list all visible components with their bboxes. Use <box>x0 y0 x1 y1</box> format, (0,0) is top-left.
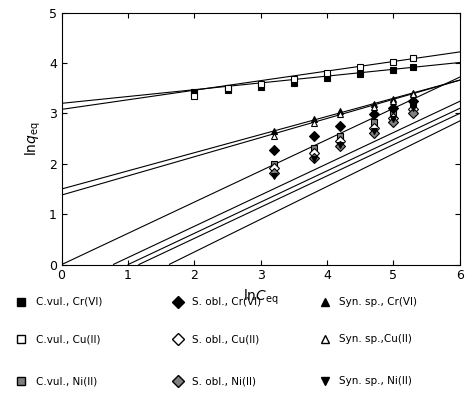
Text: Syn. sp., Cr(VI): Syn. sp., Cr(VI) <box>339 297 417 307</box>
Text: Syn. sp., Ni(II): Syn. sp., Ni(II) <box>339 376 412 386</box>
Text: Syn. sp.,Cu(II): Syn. sp.,Cu(II) <box>339 334 412 344</box>
Text: S. obl., Ni(II): S. obl., Ni(II) <box>192 376 256 386</box>
Y-axis label: $\mathregular{ln}q_{\mathregular{eq}}$: $\mathregular{ln}q_{\mathregular{eq}}$ <box>24 121 43 156</box>
Text: S. obl., Cr(VI): S. obl., Cr(VI) <box>192 297 261 307</box>
Text: C.vul., Cu(II): C.vul., Cu(II) <box>36 334 100 344</box>
Text: C.vul., Cr(VI): C.vul., Cr(VI) <box>36 297 102 307</box>
Text: S. obl., Cu(II): S. obl., Cu(II) <box>192 334 259 344</box>
Text: C.vul., Ni(II): C.vul., Ni(II) <box>36 376 97 386</box>
X-axis label: $\mathregular{ln}C_{\mathregular{eq}}$: $\mathregular{ln}C_{\mathregular{eq}}$ <box>243 288 279 307</box>
